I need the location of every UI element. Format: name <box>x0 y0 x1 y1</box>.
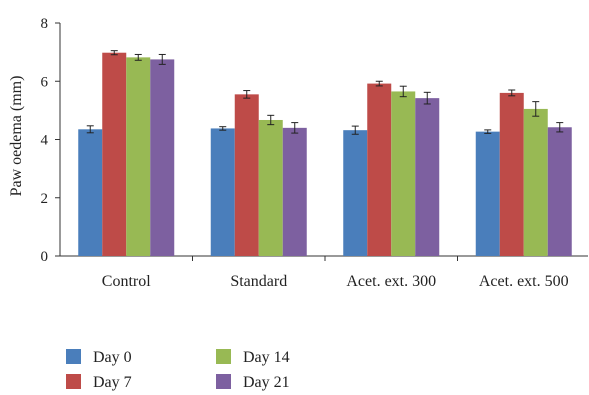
legend-item-day-21: Day 21 <box>216 374 290 391</box>
bar-day-14-1 <box>258 119 283 256</box>
bar-day-7-1 <box>234 94 259 256</box>
bar-day-0-2 <box>343 130 368 256</box>
error-bar <box>110 50 118 56</box>
legend-swatch <box>66 374 81 389</box>
error-bar <box>532 101 540 117</box>
legend-item-day-0: Day 0 <box>66 349 132 366</box>
legend-label: Day 14 <box>243 349 290 366</box>
y-tick-label: 8 <box>41 16 49 32</box>
chart-tick-labels: 0 2 4 6 8 Control Standard Acet. ext. 300 Acet. … <box>41 16 569 290</box>
error-bar <box>399 85 407 98</box>
legend-swatch <box>216 374 231 389</box>
error-bar <box>556 122 564 133</box>
error-bar <box>291 122 299 134</box>
error-bar <box>86 125 94 134</box>
error-bar <box>219 126 227 131</box>
legend-label: Day 21 <box>243 374 290 391</box>
error-bar <box>375 80 383 87</box>
y-axis-title: Paw oedema (mm) <box>8 76 25 197</box>
error-bar <box>267 114 275 126</box>
x-category-label: Acet. ext. 300 <box>346 273 436 290</box>
bar-day-21-0 <box>150 59 175 256</box>
legend-swatch <box>216 349 231 364</box>
error-bar <box>134 53 142 61</box>
error-bar <box>423 91 431 105</box>
bar-day-14-2 <box>391 91 416 256</box>
error-bar <box>351 125 359 135</box>
bar-day-14-0 <box>126 57 151 257</box>
y-tick-label: 2 <box>41 191 49 207</box>
bar-day-7-3 <box>499 92 524 257</box>
y-tick-label: 0 <box>41 249 49 265</box>
error-bar <box>243 90 251 99</box>
error-bar <box>484 129 492 134</box>
bar-day-21-2 <box>415 98 440 256</box>
bar-day-0-1 <box>210 128 235 256</box>
legend-item-day-7: Day 7 <box>66 374 132 391</box>
error-bar <box>508 89 516 97</box>
y-tick-label: 4 <box>41 133 49 149</box>
chart-legend: Day 0 Day 7 Day 14 Day 21 <box>66 349 290 391</box>
chart-error-bars <box>86 50 564 135</box>
error-bar <box>158 53 166 65</box>
x-category-label: Control <box>102 273 151 290</box>
bar-day-7-2 <box>367 83 392 256</box>
x-category-label: Acet. ext. 500 <box>479 273 569 290</box>
legend-label: Day 0 <box>93 349 132 366</box>
legend-swatch <box>66 349 81 364</box>
legend-label: Day 7 <box>93 374 132 391</box>
bar-day-0-3 <box>475 131 500 256</box>
legend-item-day-14: Day 14 <box>216 349 290 366</box>
chart-bars <box>78 52 572 257</box>
bar-day-14-3 <box>523 108 548 256</box>
x-category-label: Standard <box>230 273 287 290</box>
bar-day-7-0 <box>102 52 127 256</box>
bar-day-21-1 <box>282 127 307 256</box>
y-tick-label: 6 <box>41 74 49 90</box>
bar-day-0-0 <box>78 129 103 256</box>
bar-day-21-3 <box>547 127 572 256</box>
